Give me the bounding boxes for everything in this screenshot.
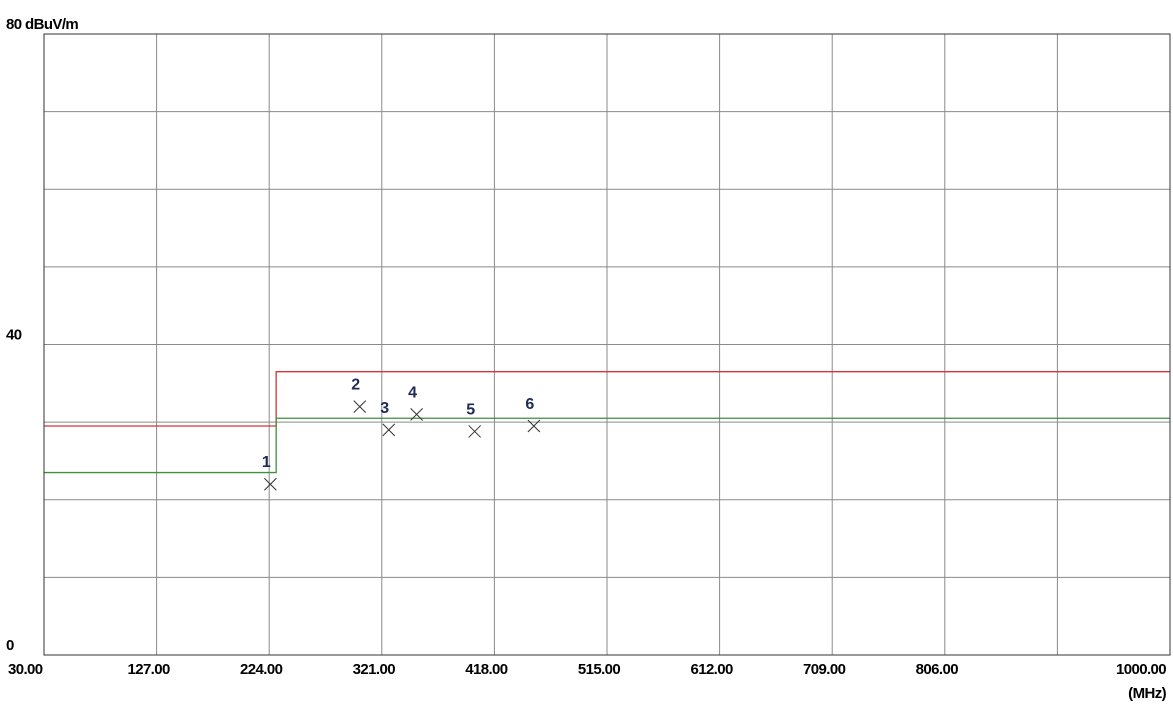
- marker-cross: [264, 477, 277, 491]
- x-tick-label: 515.00: [578, 661, 621, 678]
- marker-label: 4: [408, 384, 417, 401]
- marker-6: 6: [525, 396, 541, 433]
- x-tick-label: 806.00: [916, 661, 959, 678]
- y-tick-label: 40: [6, 327, 22, 344]
- x-tick-label: 418.00: [465, 661, 508, 678]
- marker-label: 2: [351, 377, 360, 394]
- marker-label: 3: [380, 400, 389, 417]
- y-tick-label: 80 dBuV/m: [6, 16, 78, 33]
- limit-line-2: [44, 417, 1170, 474]
- x-tick-label: 224.00: [240, 661, 283, 678]
- marker-cross: [410, 408, 423, 421]
- marker-label: 5: [466, 401, 475, 418]
- x-unit-label: (MHz): [1128, 685, 1166, 702]
- x-tick-label: 1000.00: [1116, 661, 1166, 678]
- y-axis-labels: 80 dBuV/m 40 0: [6, 16, 79, 654]
- grid: [43, 33, 1171, 656]
- marker-4: 4: [408, 384, 423, 421]
- limit-lines: [44, 371, 1170, 474]
- x-tick-label: 709.00: [803, 661, 846, 678]
- marker-cross: [382, 423, 396, 437]
- measurement-markers: 1 2 3 4 5 6: [262, 377, 541, 491]
- x-axis-labels: 30.00 127.00 224.00 321.00 418.00 515.00 612.0…: [8, 661, 1167, 678]
- marker-1: 1: [262, 454, 277, 491]
- marker-cross: [527, 419, 541, 433]
- x-tick-label: 30.00: [8, 661, 43, 678]
- limit-line-1: [44, 371, 1170, 427]
- y-tick-label: 0: [6, 637, 14, 654]
- marker-5: 5: [466, 401, 482, 438]
- marker-2: 2: [351, 377, 367, 413]
- x-tick-label: 612.00: [690, 661, 733, 678]
- x-tick-label: 127.00: [127, 661, 170, 678]
- marker-label: 1: [262, 454, 271, 471]
- marker-cross: [353, 400, 367, 413]
- marker-cross: [468, 425, 482, 438]
- x-tick-label: 321.00: [353, 661, 396, 678]
- plot-frame: [43, 33, 1171, 656]
- marker-3: 3: [380, 400, 396, 437]
- marker-label: 6: [525, 396, 534, 413]
